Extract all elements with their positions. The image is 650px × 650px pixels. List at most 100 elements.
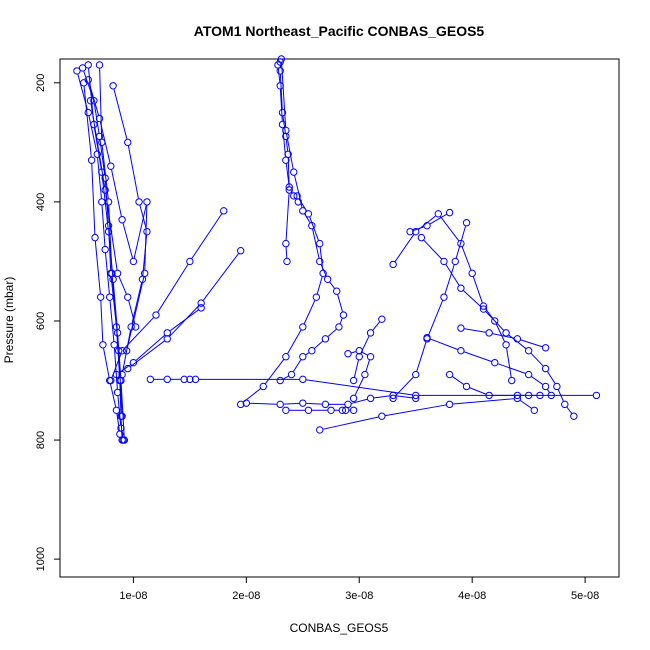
data-point [299,399,307,407]
series-line-segment [319,246,324,270]
data-point [412,370,420,379]
data-point [299,353,307,361]
series-line-segment [285,193,290,241]
data-point [592,391,601,400]
series-line-segment [281,62,287,127]
series-line-segment [127,145,139,199]
data-point [109,82,117,90]
data-point [282,239,290,248]
data-point [283,257,291,266]
series-line-segment [105,193,118,270]
data-point [186,257,194,266]
data-point [105,293,114,301]
series-line-segment [119,383,122,413]
series-line-segment [305,352,310,356]
data-point [513,335,522,343]
series-line-segment [83,86,92,157]
data-point [163,329,171,337]
data-point [108,269,116,278]
data-point [319,269,327,278]
series-line-segment [122,223,133,259]
data-point [278,120,287,129]
data-point [197,299,205,307]
data-point [101,186,109,194]
series-layer [73,55,601,444]
data-point [274,61,282,69]
data-point [236,247,245,255]
data-point [98,198,106,206]
data-point [107,162,115,170]
data-point [152,311,160,319]
data-point [282,156,290,164]
data-point [293,192,301,200]
data-point [502,329,510,337]
series-line-segment [530,352,544,367]
data-point [285,183,293,191]
series-line-segment [286,133,294,169]
data-point [412,391,420,400]
series-line-segment [113,348,118,389]
series-group [389,210,516,385]
series-line-segment [157,264,189,313]
data-point [87,156,96,164]
data-point [485,329,493,337]
series-line-segment [126,276,145,348]
data-point [304,210,313,218]
series-group [274,61,302,206]
series-line-segment [128,300,136,324]
data-point [107,376,115,385]
data-point [462,382,471,391]
data-point [553,382,561,391]
data-point [316,239,324,248]
series-group [124,247,245,373]
series-group [112,304,205,379]
series-line-segment [365,359,370,372]
series-line-segment [113,89,128,140]
data-point [124,293,132,301]
data-point [561,400,569,409]
data-point [282,353,290,361]
data-point [321,335,330,343]
series-line-segment [464,351,492,362]
series-line-segment [124,317,154,349]
data-point [412,394,420,403]
data-point [366,394,375,403]
series-line-segment [292,359,302,372]
data-point [140,269,149,278]
series-group [417,233,578,420]
series-line-segment [135,334,165,361]
data-point [146,375,155,384]
data-point [276,400,284,409]
x-tick-label: 2e-08 [232,590,260,602]
data-point [101,245,109,254]
series-line-segment [306,402,322,405]
series-line-segment [303,300,316,324]
x-axis-label: CONBAS_GEOS5 [290,621,389,635]
series-line-segment [169,309,199,332]
series-line-segment [144,205,148,270]
data-point [93,150,101,158]
series-line-segment [413,226,424,231]
data-point [485,391,493,400]
series-line-segment [452,376,464,385]
series-line-segment [116,413,120,431]
series-line-segment [101,205,106,247]
data-point [468,269,476,278]
series-group [73,67,127,444]
data-point [440,293,448,301]
series-line-segment [283,375,289,380]
data-point [327,406,335,414]
data-point [304,406,313,414]
series-line-segment [372,321,381,331]
series-group [344,347,375,403]
data-point [445,400,454,409]
data-point [186,375,194,384]
series-line-segment [429,213,447,225]
data-point [110,341,118,349]
data-point [445,208,454,217]
data-point [91,233,99,242]
data-point [180,375,188,384]
data-point [339,311,348,319]
series-line-segment [282,115,286,134]
series-line-segment [445,264,460,286]
